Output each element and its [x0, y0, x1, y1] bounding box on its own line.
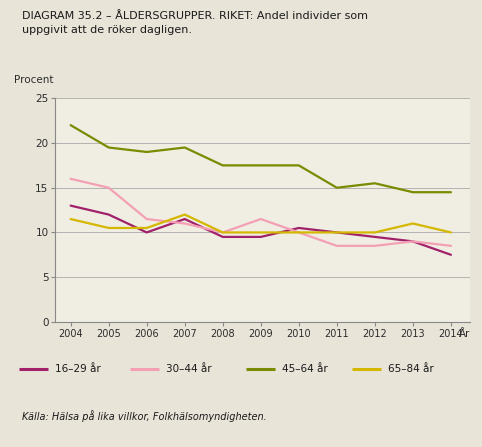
Text: 16–29 år: 16–29 år: [55, 364, 101, 374]
Text: 30–44 år: 30–44 år: [166, 364, 212, 374]
Text: uppgivit att de röker dagligen.: uppgivit att de röker dagligen.: [22, 25, 192, 34]
Text: Procent: Procent: [14, 75, 54, 85]
Text: 65–84 år: 65–84 år: [388, 364, 434, 374]
Text: DIAGRAM 35.2 – ÅLDERSGRUPPER. RIKET: Andel individer som: DIAGRAM 35.2 – ÅLDERSGRUPPER. RIKET: And…: [22, 11, 368, 21]
Text: År: År: [458, 329, 470, 338]
Text: Källa: Hälsa på lika villkor, Folkhälsomyndigheten.: Källa: Hälsa på lika villkor, Folkhälsom…: [22, 410, 267, 422]
Text: 45–64 år: 45–64 år: [282, 364, 328, 374]
